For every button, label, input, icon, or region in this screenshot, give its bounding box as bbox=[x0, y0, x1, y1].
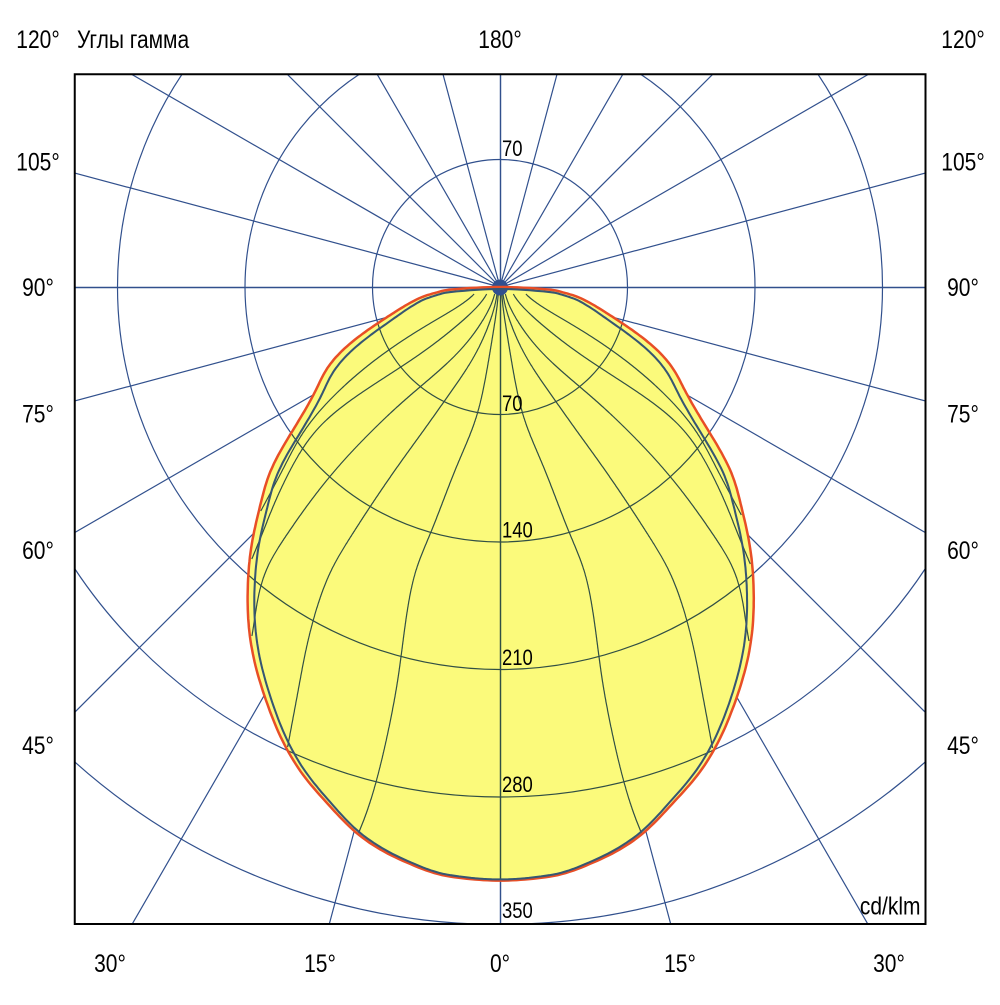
svg-text:30°: 30° bbox=[94, 949, 126, 977]
svg-text:90°: 90° bbox=[947, 273, 979, 301]
svg-text:70: 70 bbox=[502, 393, 523, 417]
svg-text:350: 350 bbox=[502, 900, 533, 924]
svg-text:0°: 0° bbox=[490, 949, 510, 977]
svg-text:180°: 180° bbox=[478, 25, 521, 53]
svg-text:120°: 120° bbox=[16, 25, 59, 53]
svg-text:60°: 60° bbox=[22, 536, 54, 564]
svg-text:105°: 105° bbox=[941, 148, 984, 176]
svg-text:15°: 15° bbox=[664, 949, 696, 977]
svg-text:30°: 30° bbox=[873, 949, 905, 977]
svg-text:210: 210 bbox=[502, 647, 533, 671]
svg-text:60°: 60° bbox=[947, 536, 979, 564]
svg-text:120°: 120° bbox=[941, 25, 984, 53]
svg-text:45°: 45° bbox=[947, 731, 979, 759]
svg-text:cd/klm: cd/klm bbox=[860, 892, 921, 920]
svg-text:15°: 15° bbox=[304, 949, 336, 977]
svg-text:90°: 90° bbox=[22, 273, 54, 301]
svg-text:75°: 75° bbox=[947, 400, 979, 428]
svg-text:280: 280 bbox=[502, 774, 533, 798]
svg-text:45°: 45° bbox=[22, 731, 54, 759]
svg-text:140: 140 bbox=[502, 519, 533, 543]
svg-text:75°: 75° bbox=[22, 400, 54, 428]
svg-text:105°: 105° bbox=[16, 148, 59, 176]
svg-text:70: 70 bbox=[502, 138, 523, 162]
svg-text:Углы гамма: Углы гамма bbox=[77, 25, 189, 53]
